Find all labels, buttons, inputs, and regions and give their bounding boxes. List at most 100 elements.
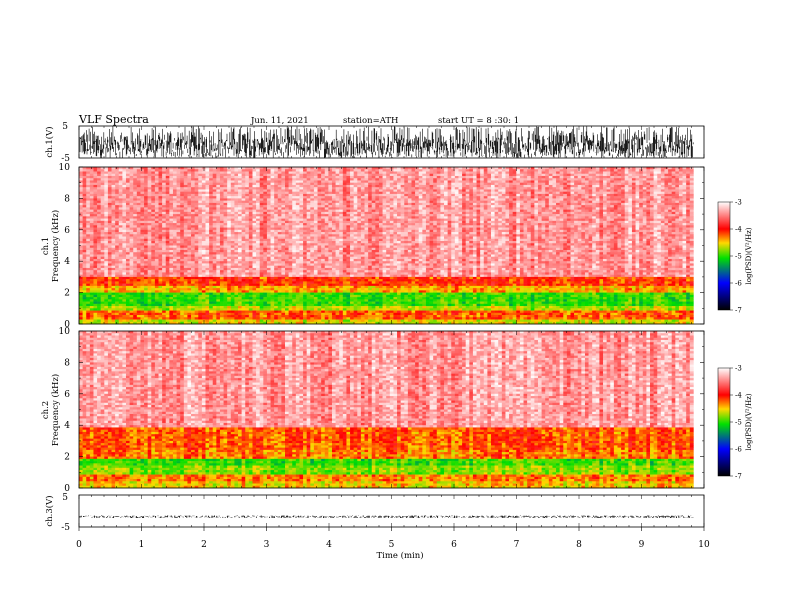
spectrogram-cell [307, 189, 311, 192]
spectrogram-cell [285, 194, 289, 197]
spectrogram-cell [198, 205, 202, 208]
spectrogram-cell [411, 178, 415, 181]
spectrogram-cell [632, 216, 636, 219]
spectrogram-cell [672, 189, 676, 192]
spectrogram-cell [664, 187, 668, 190]
spectrogram-cell [592, 221, 596, 224]
spectrogram-cell [390, 216, 394, 219]
spectrogram-cell [466, 225, 470, 228]
spectrogram-cell [256, 203, 260, 206]
spectrogram-cell [357, 196, 361, 199]
spectrogram-cell [462, 178, 466, 181]
spectrogram-cell [314, 205, 318, 208]
spectrogram-cell [440, 219, 444, 222]
spectrogram-cell [202, 225, 206, 228]
spectrogram-cell [455, 201, 459, 204]
spectrogram-cell [581, 169, 585, 172]
spectrogram-cell [520, 178, 524, 181]
spectrogram-cell [325, 171, 329, 174]
spectrogram-cell [202, 219, 206, 222]
spectrogram-cell [328, 180, 332, 183]
spectrogram-cell [585, 228, 589, 231]
spectrogram-cell [350, 223, 354, 226]
spectrogram-cell [108, 185, 112, 188]
spectrogram-cell [101, 192, 105, 195]
spectrogram-cell [520, 185, 524, 188]
spectrogram-cell [151, 214, 155, 217]
spectrogram-cell [227, 219, 231, 222]
spectrogram-cell [654, 212, 658, 215]
spectrogram-cell [299, 169, 303, 172]
spectrogram-cell [339, 207, 343, 210]
spectrogram-cell [542, 196, 546, 199]
spectrogram-cell [484, 192, 488, 195]
spectrogram-cell [516, 185, 520, 188]
spectrogram-cell [238, 180, 242, 183]
spectrogram-cell [216, 169, 220, 172]
spectrogram-cell [231, 180, 235, 183]
spectrogram-cell [238, 210, 242, 213]
spectrogram-cell [516, 180, 520, 183]
spectrogram-cell [430, 189, 434, 192]
spectrogram-cell [668, 169, 672, 172]
spectrogram-cell [462, 228, 466, 231]
spectrogram-cell [599, 171, 603, 174]
spectrogram-cell [545, 223, 549, 226]
spectrogram-cell [281, 201, 285, 204]
spectrogram-cell [256, 221, 260, 224]
spectrogram-cell [285, 189, 289, 192]
spectrogram-cell [346, 219, 350, 222]
spectrogram-cell [603, 180, 607, 183]
spectrogram-cell [581, 212, 585, 215]
spectrogram-cell [632, 219, 636, 222]
spectrogram-cell [86, 194, 90, 197]
spectrogram-cell [227, 198, 231, 201]
spectrogram-cell [213, 185, 217, 188]
spectrogram-cell [321, 198, 325, 201]
spectrogram-cell [437, 187, 441, 190]
spectrogram-cell [477, 207, 481, 210]
spectrogram-cell [267, 180, 271, 183]
spectrogram-cell [469, 210, 473, 213]
spectrogram-cell [571, 192, 575, 195]
spectrogram-cell [227, 194, 231, 197]
spectrogram-cell [390, 205, 394, 208]
spectrogram-cell [119, 189, 123, 192]
spectrogram-cell [252, 219, 256, 222]
spectrogram-cell [386, 183, 390, 186]
spectrogram-cell [538, 180, 542, 183]
spectrogram-cell [589, 223, 593, 226]
spectrogram-cell [462, 185, 466, 188]
spectrogram-cell [480, 223, 484, 226]
spectrogram-cell [480, 178, 484, 181]
spectrogram-cell [516, 228, 520, 231]
spectrogram-cell [148, 207, 152, 210]
spectrogram-cell [379, 214, 383, 217]
spectrogram-cell [83, 185, 87, 188]
spectrogram-cell [404, 210, 408, 213]
spectrogram-cell [502, 192, 506, 195]
spectrogram-cell [281, 194, 285, 197]
spectrogram-cell [260, 180, 264, 183]
spectrogram-cell [679, 178, 683, 181]
spectrogram-cell [411, 225, 415, 228]
spectrogram-cell [83, 225, 87, 228]
spectrogram-cell [480, 185, 484, 188]
spectrogram-cell [509, 189, 513, 192]
spectrogram-cell [404, 178, 408, 181]
spectrogram-cell [375, 196, 379, 199]
spectrogram-cell [661, 219, 665, 222]
spectrogram-cell [86, 180, 90, 183]
spectrogram-cell [469, 221, 473, 224]
spectrogram-cell [234, 212, 238, 215]
spectrogram-cell [404, 192, 408, 195]
spectrogram-cell [191, 183, 195, 186]
spectrogram-cell [234, 169, 238, 172]
spectrogram-cell [238, 189, 242, 192]
spectrogram-cell [458, 214, 462, 217]
spectrogram-cell [205, 183, 209, 186]
spectrogram-cell [672, 198, 676, 201]
spectrogram-cell [332, 192, 336, 195]
spectrogram-cell [455, 185, 459, 188]
spectrogram-cell [401, 230, 405, 233]
